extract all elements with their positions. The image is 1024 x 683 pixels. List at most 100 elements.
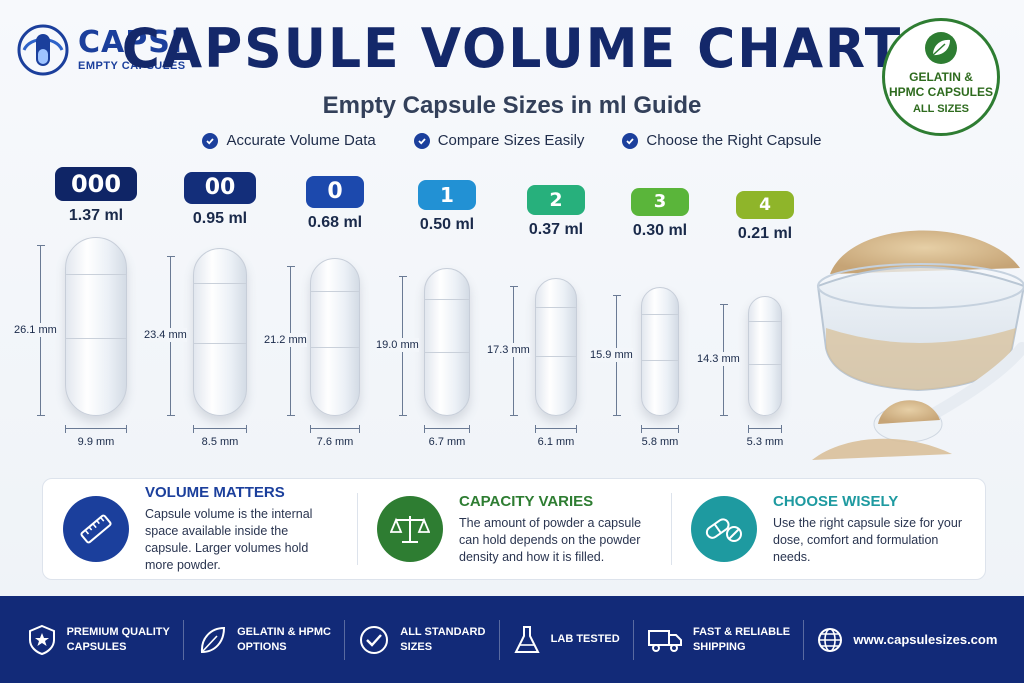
ruler-icon	[63, 496, 129, 562]
size-volume: 1.37 ml	[68, 207, 124, 224]
capsule-000	[65, 237, 127, 416]
diameter-dimension-line	[424, 425, 470, 433]
leaf-icon	[925, 32, 957, 64]
info-panel: VOLUME MATTERS Capsule volume is the int…	[42, 478, 986, 580]
length-label: 26.1 mm	[14, 322, 57, 337]
check-icon	[202, 132, 219, 149]
brand-logo: CAPSI EMPTY CAPSULES	[14, 22, 186, 78]
diameter-dimension-line	[310, 425, 360, 433]
truck-icon	[647, 629, 682, 652]
footer-label: PREMIUM QUALITY	[66, 625, 170, 638]
size-badge: 00	[184, 172, 256, 204]
capsule-1	[424, 268, 470, 416]
diameter-label: 6.1 mm	[537, 436, 575, 448]
leaf-icon	[201, 626, 226, 653]
badge-line-1: GELATIN &	[909, 70, 973, 84]
check-icon	[413, 132, 430, 149]
badge-line-2: HPMC CAPSULES	[888, 85, 993, 99]
capsule-icon	[691, 496, 757, 562]
footer-divider	[803, 619, 805, 660]
length-label: 14.3 mm	[697, 352, 740, 366]
size-volume: 0.95 ml	[192, 210, 248, 227]
info-card-volume: VOLUME MATTERS Capsule volume is the int…	[43, 479, 357, 579]
footer-bar: PREMIUM QUALITY CAPSULES GELATIN & HPMC OP…	[0, 596, 1024, 683]
footer-item-lab: LAB TESTED	[513, 624, 620, 656]
size-badge: 0	[306, 176, 364, 208]
info-title: CHOOSE WISELY	[773, 492, 899, 510]
info-card-capacity: CAPACITY VARIES The amount of powder a c…	[357, 479, 671, 579]
feature-item: Compare Sizes Easily	[413, 132, 585, 149]
length-label: 23.4 mm	[144, 328, 187, 342]
size-volume: 0.50 ml	[419, 216, 475, 233]
powder-bowl-illustration	[812, 230, 1024, 460]
logo-emblem-icon	[17, 24, 69, 76]
size-volume: 0.37 ml	[528, 221, 584, 238]
diameter-dimension-line	[641, 425, 679, 433]
footer-divider	[344, 619, 346, 660]
size-label-group: 2 0.37 ml	[486, 185, 626, 239]
length-label: 21.2 mm	[264, 333, 307, 347]
size-badge: 000	[54, 167, 138, 201]
footer-label: SHIPPING	[692, 640, 746, 653]
diameter-label: 8.5 mm	[201, 436, 239, 448]
size-volume: 0.21 ml	[737, 225, 793, 242]
info-title: VOLUME MATTERS	[145, 484, 285, 501]
page-title: CAPSULE VOLUME CHART	[121, 17, 903, 81]
footer-label: CAPSULES	[66, 640, 127, 653]
feature-label: Choose the Right Capsule	[646, 132, 822, 149]
diameter-dimension-line	[535, 425, 577, 433]
size-label-group: 00 0.95 ml	[150, 172, 290, 228]
diameter-label: 6.7 mm	[428, 436, 466, 448]
footer-divider	[632, 619, 634, 660]
footer-divider	[182, 619, 184, 660]
size-badge: 3	[631, 188, 689, 216]
badge-line-3: ALL SIZES	[912, 103, 970, 115]
diameter-label: 7.6 mm	[316, 436, 354, 448]
shield-star-icon	[28, 624, 55, 655]
size-label-group: 4 0.21 ml	[695, 191, 835, 243]
capsule-4	[748, 296, 782, 416]
capsule-3	[641, 287, 679, 416]
size-label-group: 3 0.30 ml	[590, 188, 730, 240]
length-label: 15.9 mm	[590, 347, 633, 362]
feature-label: Compare Sizes Easily	[437, 132, 585, 149]
footer-item-shipping: FAST & RELIABLE SHIPPING	[647, 625, 790, 655]
check-icon	[622, 132, 639, 149]
capsule-00	[193, 248, 247, 416]
website-link[interactable]: www.capsulesizes.com	[853, 632, 998, 647]
footer-item-sizes: ALL STANDARD SIZES	[358, 624, 485, 656]
footer-label: SIZES	[400, 640, 433, 653]
diameter-dimension-line	[748, 425, 782, 433]
material-badge: GELATIN & HPMC CAPSULES ALL SIZES	[882, 18, 1000, 136]
footer-item-options: GELATIN & HPMC OPTIONS	[197, 624, 331, 656]
footer-label: ALL STANDARD	[400, 625, 486, 638]
feature-item: Accurate Volume Data	[202, 132, 376, 149]
size-label-group: 000 1.37 ml	[26, 167, 166, 225]
info-card-choose: CHOOSE WISELY Use the right capsule size…	[671, 479, 985, 579]
diameter-label: 5.8 mm	[641, 436, 679, 448]
feature-label: Accurate Volume Data	[226, 132, 376, 149]
diameter-dimension-line	[193, 425, 247, 433]
flask-icon	[514, 625, 540, 653]
footer-label: OPTIONS	[237, 640, 287, 653]
capsule-2	[535, 278, 577, 416]
length-label: 17.3 mm	[487, 343, 530, 357]
info-text: The amount of powder a capsule can hold …	[459, 515, 642, 564]
diameter-label: 5.3 mm	[746, 436, 784, 448]
size-volume: 0.30 ml	[632, 222, 688, 239]
globe-icon	[818, 627, 843, 652]
footer-item-website[interactable]: www.capsulesizes.com	[817, 627, 997, 653]
length-label: 19.0 mm	[376, 338, 419, 352]
diameter-dimension-line	[65, 425, 127, 433]
capsule-0	[310, 258, 360, 416]
footer-item-quality: PREMIUM QUALITY CAPSULES	[27, 624, 170, 656]
footer-label: LAB TESTED	[550, 633, 620, 645]
footer-divider	[498, 619, 500, 660]
brand-subtitle: EMPTY CAPSULES	[78, 60, 186, 72]
diameter-label: 9.9 mm	[77, 436, 115, 448]
scale-icon	[377, 496, 443, 562]
brand-name: CAPSI	[78, 25, 183, 60]
info-text: Capsule volume is the internal space ava…	[145, 507, 313, 572]
size-volume: 0.68 ml	[307, 214, 363, 231]
footer-label: GELATIN & HPMC	[237, 625, 331, 638]
